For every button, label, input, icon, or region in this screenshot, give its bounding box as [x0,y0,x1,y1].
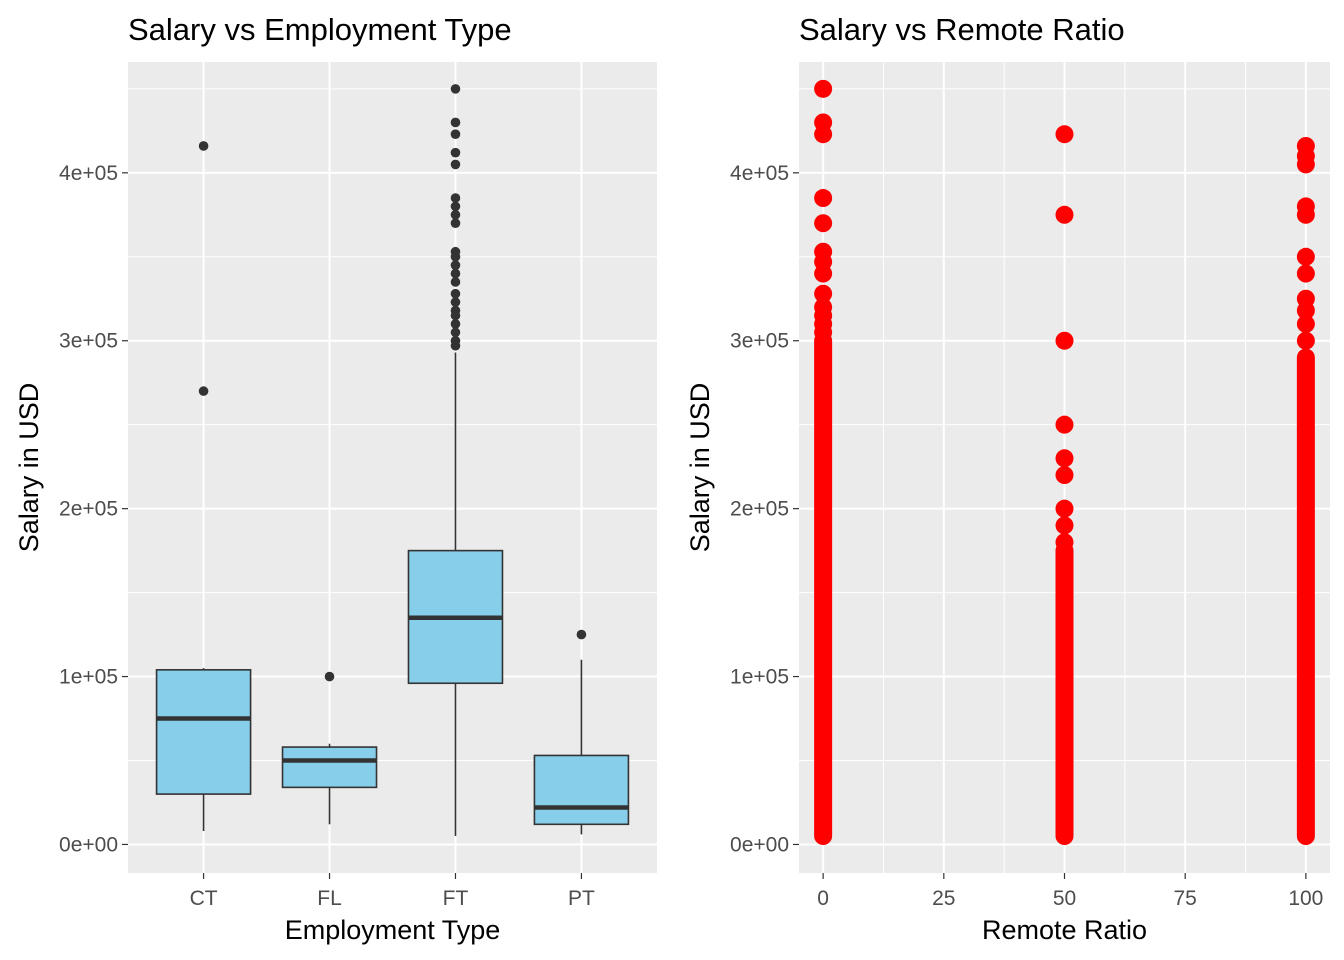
x-axis-title: Remote Ratio [982,915,1147,945]
scatter-point [1055,499,1074,518]
y-tick-label: 1e+05 [59,666,118,689]
outlier-point [450,340,461,351]
x-tick-label: PT [568,887,595,910]
scatter-point [814,323,833,342]
scatter-point [814,189,833,208]
scatter-point [1055,205,1074,224]
y-tick-label: 3e+05 [59,330,118,353]
scatter-panel: 0e+00 1e+05 2e+05 3e+05 4e+05 0 25 50 75 100 Sala… [685,12,1330,945]
scatter-point [814,125,833,144]
dense-point-cluster [1055,541,1074,846]
outlier-point [450,147,461,158]
outlier-point [450,260,461,270]
chart-title: Salary vs Employment Type [128,12,512,47]
x-tick-label: FT [443,887,469,910]
y-axis-title: Salary in USD [685,383,715,553]
outlier-point [450,310,461,321]
box-iqr [533,754,630,826]
outlier-point [450,193,461,203]
y-tick-label: 0e+00 [59,833,118,856]
scatter-point [1296,314,1315,333]
outlier-point [450,251,461,262]
box-FL [281,671,378,825]
outlier-point [450,288,461,299]
outlier-point [450,319,461,329]
scatter-point [814,79,833,98]
y-tick-label: 4e+05 [59,162,118,185]
y-tick-label: 4e+05 [730,162,789,185]
scatter-point [1296,247,1315,266]
y-tick-label: 1e+05 [730,666,789,689]
outlier-point [450,159,461,170]
x-tick-label: FL [317,887,342,910]
outlier-point [198,386,209,396]
scatter-point [814,214,833,233]
outlier-point [450,129,461,140]
scatter-point [1296,205,1315,224]
outlier-point [450,84,461,94]
outlier-point [450,277,461,287]
box-iqr [281,746,378,789]
box-PT [533,629,630,835]
outlier-point [450,218,461,228]
scatter-point [1055,516,1074,535]
axis-ticks: 0e+00 1e+05 2e+05 3e+05 4e+05 CT FL FT PT [59,162,595,910]
outlier-point [450,201,461,212]
axis-ticks: 0e+00 1e+05 2e+05 3e+05 4e+05 0 25 50 75 100 [730,162,1323,910]
box-FT [407,84,504,837]
scatter-point [1055,466,1074,485]
box-iqr [155,669,252,795]
y-tick-label: 2e+05 [59,498,118,521]
box-marks [155,84,630,837]
outlier-point [450,209,461,220]
scatter-point [1055,533,1074,552]
chart-title: Salary vs Remote Ratio [799,12,1125,47]
box-CT [155,141,252,832]
x-tick-label: 100 [1288,887,1323,910]
scatter-point [1296,264,1315,283]
scatter-point [1055,331,1074,350]
outlier-point [324,671,335,682]
boxplot-panel: 0e+00 1e+05 2e+05 3e+05 4e+05 CT FL FT PT Salary… [14,12,657,945]
dense-point-cluster [1296,348,1315,846]
outlier-point [450,297,461,307]
y-tick-label: 2e+05 [730,498,789,521]
outlier-point [450,268,461,279]
x-axis-title: Employment Type [285,915,501,945]
y-axis-title: Salary in USD [14,383,44,553]
x-tick-label: CT [190,887,218,910]
x-tick-label: 25 [932,887,955,910]
point-column-50 [1055,125,1074,846]
outlier-point [576,629,587,640]
dense-point-cluster [814,331,833,846]
scatter-point [1055,415,1074,434]
scatter-marks [814,79,1315,846]
x-tick-label: 50 [1053,887,1076,910]
scatter-point [1296,155,1315,174]
y-tick-label: 3e+05 [730,330,789,353]
y-tick-label: 0e+00 [730,833,789,856]
point-column-100 [1296,136,1315,846]
scatter-point [1296,331,1315,350]
outlier-point [198,141,209,151]
x-tick-label: 0 [817,887,829,910]
point-column-0 [814,79,833,846]
scatter-point [1296,301,1315,320]
outlier-point [450,117,461,128]
scatter-point [1055,449,1074,468]
outlier-point [450,327,461,338]
scatter-point [814,284,833,303]
scatter-point [1055,125,1074,144]
scatter-point [814,264,833,283]
x-tick-label: 75 [1174,887,1197,910]
